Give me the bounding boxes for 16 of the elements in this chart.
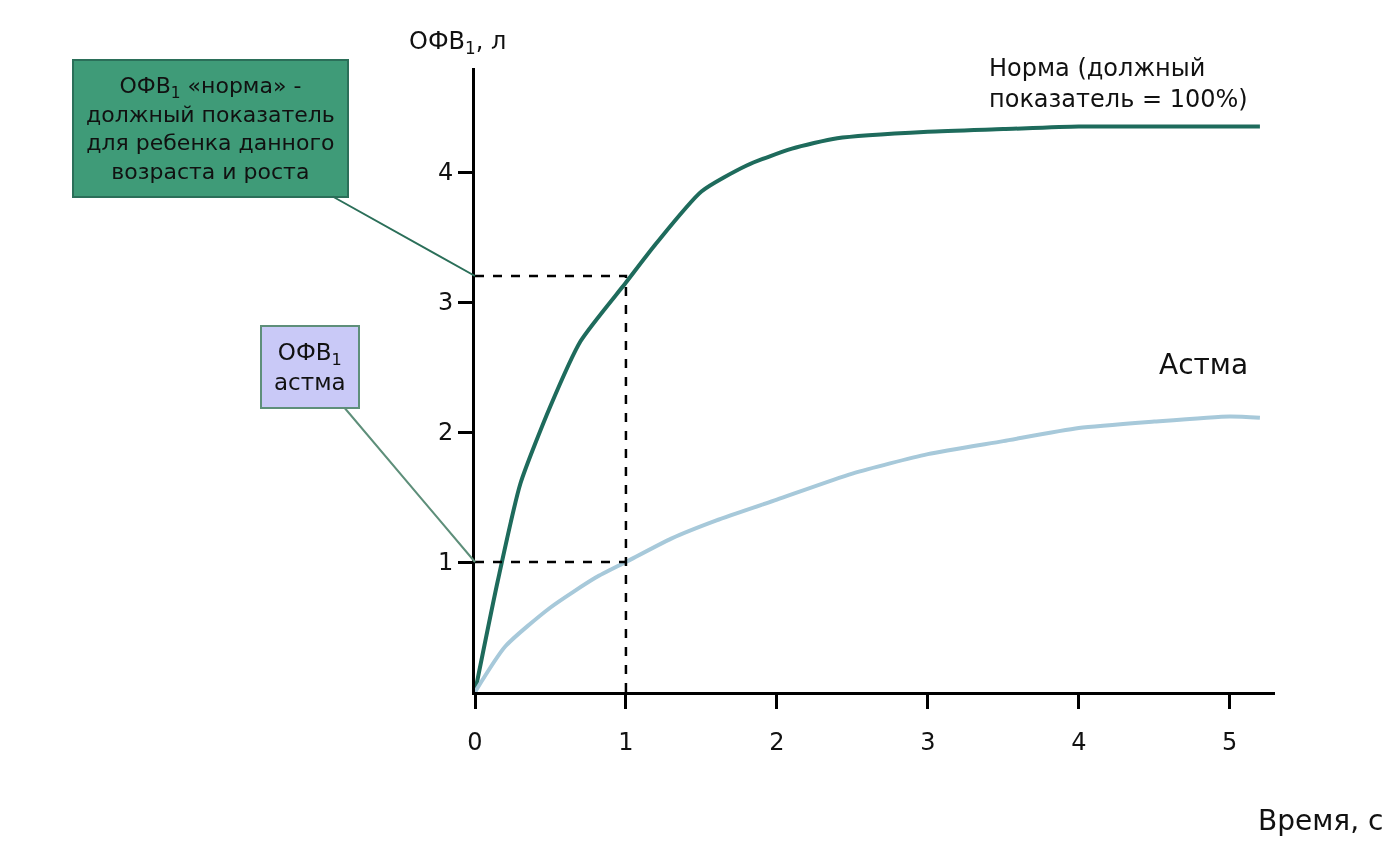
x-tick-label: 0 — [467, 727, 483, 756]
x-tick-label: 2 — [769, 727, 785, 756]
y-tick-label: 2 — [437, 418, 454, 447]
y-axis-title: ОФВ$_{1}$, л — [409, 27, 507, 59]
series-label: Астма — [1159, 348, 1249, 381]
x-tick-label: 4 — [1071, 727, 1087, 756]
x-tick-label: 5 — [1222, 727, 1238, 756]
y-tick-label: 3 — [437, 288, 454, 317]
y-tick-label: 4 — [437, 158, 454, 187]
annotation: ОФВ$_{1}$ астма — [274, 339, 346, 395]
series-label: Норма (должный показатель = 100%) — [989, 54, 1248, 114]
annotation: ОФВ$_{1}$ «норма» - должный показатель для ребенка данного возраста и роста — [86, 73, 335, 184]
x-axis-title: Время, с — [1258, 804, 1384, 837]
y-tick-label: 1 — [437, 548, 454, 577]
x-tick-label: 3 — [920, 727, 936, 756]
x-tick-label: 1 — [618, 727, 634, 756]
